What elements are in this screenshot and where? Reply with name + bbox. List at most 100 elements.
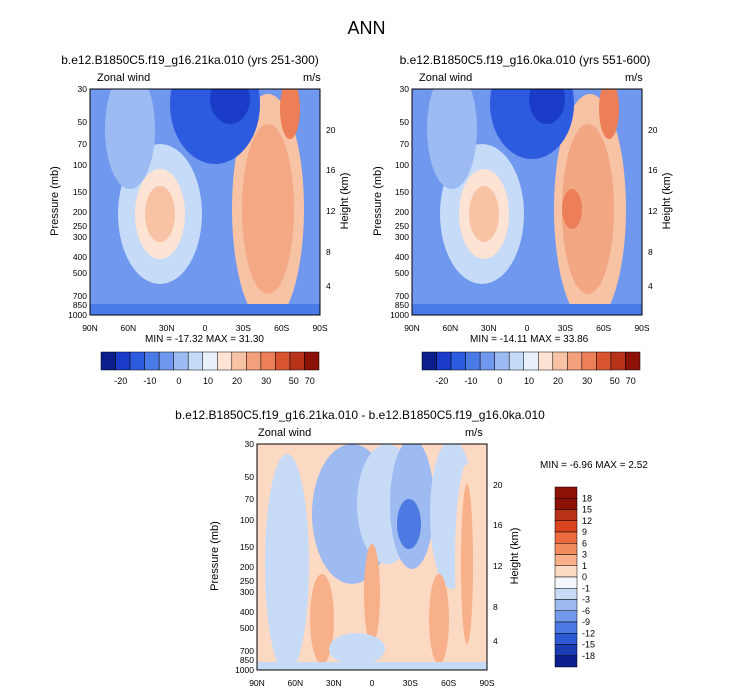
p2-pressure-tick: 500 [394, 268, 409, 279]
p1-height-tick: 8 [326, 246, 331, 257]
p1-pressure-tick: 50 [77, 116, 87, 127]
p3-pressure-tick: 850 [239, 654, 254, 665]
panel3-colorbar-swatch [554, 565, 578, 578]
panel3-colorbar-swatch [554, 621, 578, 634]
panel3-colorbar-label: 3 [582, 550, 587, 560]
p3-lat-tick: 60N [287, 678, 304, 688]
p3-height-tick: 12 [493, 561, 503, 572]
panel2-plot [411, 88, 643, 316]
panel1-colorbar-label: 10 [203, 376, 213, 386]
p3-pressure-tick: 200 [239, 562, 254, 573]
p2-pressure-tick: 200 [394, 207, 409, 218]
p3-pressure-tick: 250 [239, 575, 254, 586]
p3-lat-tick: 0 [369, 678, 375, 688]
p3-lat-tick: 30N [325, 678, 342, 688]
p2-lat-tick: 60N [442, 323, 459, 333]
p3-height-tick: 4 [493, 635, 498, 646]
p1-height-tick: 16 [326, 165, 336, 176]
p1-pressure-tick: 250 [72, 220, 87, 231]
panel1-colorbar-label: -10 [143, 376, 156, 386]
panel1-colorbar: -20 -10 0 10 20 30 50 70 [100, 351, 320, 386]
p1-lat-tick: 0 [202, 323, 208, 333]
p1-lat-tick: 60N [120, 323, 137, 333]
panel3-colorbar-label: 0 [582, 572, 587, 582]
panel2-colorbar-label: -10 [464, 376, 477, 386]
panel3-colorbar-swatch [554, 633, 578, 645]
panel3-colorbar-swatch [554, 655, 578, 668]
panel1-units-label: m/s [303, 72, 321, 84]
p2-pressure-tick: 150 [394, 186, 409, 197]
p3-pressure-tick: 400 [239, 607, 254, 618]
p3-pressure-tick: 30 [244, 439, 254, 449]
panel1-stats: MIN = -17.32 MAX = 31.30 [145, 334, 264, 345]
panel2-colorbar-swatch [610, 351, 626, 371]
p1-lat-tick: 30N [158, 323, 175, 333]
panel2-variable-label: Zonal wind [419, 72, 473, 84]
p3-lat-tick: 60S [441, 678, 457, 688]
panel1-colorbar-swatch [100, 351, 116, 371]
p2-lat-tick: 0 [524, 323, 530, 333]
panel1-plot [89, 88, 321, 316]
p1-pressure-tick: 150 [72, 186, 87, 197]
panel2-colorbar-label: -20 [435, 376, 448, 386]
p1-height-tick: 12 [326, 206, 336, 217]
panel1-title: b.e12.B1850C5.f19_g16.21ka.010 (yrs 251-… [61, 53, 319, 67]
p2-lat-tick: 60S [596, 323, 612, 333]
panel2-colorbar-swatch [596, 351, 612, 371]
panel1-colorbar-swatch [158, 351, 174, 371]
panel2-colorbar-swatch [436, 351, 452, 371]
panel1-colorbar-swatch [115, 351, 131, 371]
panel1-colorbar-swatch [289, 351, 305, 371]
panel2-colorbar-swatch [508, 351, 524, 371]
p2-lat-tick: 90N [404, 323, 420, 333]
panel3-stats: MIN = -6.96 MAX = 2.52 [540, 460, 648, 471]
p2-pressure-tick: 300 [394, 232, 409, 243]
p2-pressure-tick: 250 [394, 220, 409, 231]
p2-lat-tick: 30N [480, 323, 497, 333]
panel1-colorbar-swatch [260, 351, 276, 371]
panel1-colorbar-swatch [275, 351, 291, 371]
panel2-colorbar: -20 -10 0 10 20 30 50 70 [421, 351, 641, 386]
panel2-colorbar-swatch [465, 351, 481, 371]
panel3-title: b.e12.B1850C5.f19_g16.21ka.010 - b.e12.B… [175, 408, 545, 422]
p3-lat-tick: 90S [479, 678, 495, 688]
p1-lat-tick: 90N [82, 323, 98, 333]
panel1-colorbar-swatch [202, 351, 218, 371]
panel3-colorbar-label: 6 [582, 538, 587, 548]
p3-height-tick: 16 [493, 520, 503, 531]
panel1-colorbar-label: -20 [114, 376, 127, 386]
p3-pressure-tick: 500 [239, 623, 254, 634]
panel2-stats: MIN = -14.11 MAX = 33.86 [470, 334, 589, 345]
panel2-colorbar-swatch [581, 351, 597, 371]
p2-pressure-tick: 400 [394, 252, 409, 263]
panel3-ylabel-left: Pressure (mb) [209, 521, 221, 591]
panel3-colorbar-swatch [554, 509, 578, 521]
p1-height-tick: 20 [326, 124, 336, 135]
p2-height-tick: 16 [648, 165, 658, 176]
p3-pressure-tick: 100 [239, 514, 254, 525]
p2-height-tick: 4 [648, 280, 653, 291]
p3-pressure-tick: 700 [239, 645, 254, 656]
panel3-plot [256, 443, 488, 671]
p3-pressure-tick: 50 [244, 471, 254, 482]
panel2-colorbar-label: 50 [610, 376, 620, 386]
panel2-colorbar-label: 0 [497, 376, 502, 386]
p1-lat-tick: 30S [235, 323, 251, 333]
panel2-units-label: m/s [625, 72, 643, 84]
panel3-colorbar-swatch [554, 531, 578, 544]
p2-pressure-tick: 50 [399, 116, 409, 127]
panel2-colorbar-label: 20 [553, 376, 563, 386]
panel3-colorbar-label: -12 [582, 628, 595, 638]
panel1-ylabel-right: Height (km) [339, 172, 351, 230]
p3-lat-tick: 30S [402, 678, 418, 688]
panel1-colorbar-label: 70 [305, 376, 315, 386]
panel3-colorbar-label: -18 [582, 651, 595, 661]
p3-lat-tick: 90N [249, 678, 265, 688]
panel3-colorbar-label: -1 [582, 583, 590, 593]
p2-pressure-tick: 1000 [390, 310, 409, 320]
panel3-colorbar-swatch [554, 554, 578, 566]
p1-height-tick: 4 [326, 280, 331, 291]
panel3-colorbar-label: 12 [582, 516, 592, 526]
panel1-colorbar-label: 30 [261, 376, 271, 386]
